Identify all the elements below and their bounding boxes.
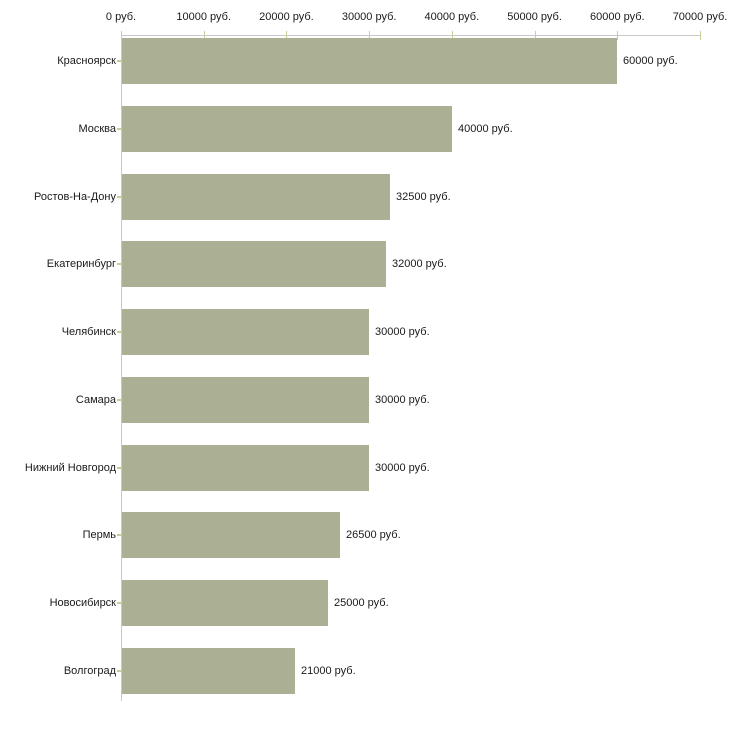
x-axis-tick-label: 40000 руб. xyxy=(424,11,480,23)
x-axis-tick-label: 50000 руб. xyxy=(507,11,562,23)
x-axis-tick xyxy=(369,31,371,40)
category-axis-tick xyxy=(117,60,121,62)
category-label: Челябинск xyxy=(61,326,116,338)
x-axis-tick xyxy=(286,31,288,40)
value-label: 32000 руб. xyxy=(392,258,447,271)
category-axis-tick xyxy=(117,534,121,537)
category-axis-tick xyxy=(117,331,121,333)
bar xyxy=(122,647,295,694)
category-label: Ростов-На-Дону xyxy=(33,190,116,203)
x-axis-tick xyxy=(121,31,122,40)
x-axis-tick-label: 10000 руб. xyxy=(176,11,232,23)
value-label: 30000 руб. xyxy=(375,393,430,406)
bar xyxy=(122,38,617,84)
category-label: Волгоград xyxy=(63,664,116,677)
bar xyxy=(122,173,390,220)
category-label: Москва xyxy=(78,122,116,135)
value-label: 40000 руб. xyxy=(458,122,513,135)
category-axis-tick xyxy=(117,127,121,130)
category-axis-tick xyxy=(117,602,121,604)
bar xyxy=(122,444,369,491)
value-label: 21000 руб. xyxy=(301,664,356,677)
value-axis-line xyxy=(121,35,701,36)
x-axis-tick-label: 0 руб. xyxy=(105,11,137,23)
category-axis-tick xyxy=(117,263,121,266)
bar xyxy=(122,241,386,288)
category-label: Красноярск xyxy=(57,55,116,67)
x-axis-tick-label: 30000 руб. xyxy=(341,11,397,23)
category-axis-tick xyxy=(117,398,121,401)
x-axis-tick-label: 60000 руб. xyxy=(589,11,645,23)
category-axis-tick xyxy=(117,669,121,672)
value-label: 25000 руб. xyxy=(334,597,389,609)
category-axis-tick xyxy=(117,466,121,469)
category-label: Новосибирск xyxy=(49,597,116,609)
category-label: Пермь xyxy=(82,529,116,542)
x-axis-tick xyxy=(203,31,205,40)
x-axis-tick xyxy=(700,31,701,40)
x-axis-tick xyxy=(617,31,619,40)
x-axis-tick-label: 70000 руб. xyxy=(672,11,728,23)
bar xyxy=(122,105,452,152)
x-axis-tick xyxy=(534,31,536,40)
bar xyxy=(122,376,369,423)
value-label: 30000 руб. xyxy=(375,461,430,474)
value-label: 30000 руб. xyxy=(375,326,430,338)
value-label: 32500 руб. xyxy=(396,190,451,203)
value-label: 26500 руб. xyxy=(346,529,401,542)
category-axis-tick xyxy=(117,195,121,198)
category-label: Екатеринбург xyxy=(46,258,116,271)
x-axis-tick-label: 20000 руб. xyxy=(259,11,314,23)
bar xyxy=(122,580,328,626)
bar xyxy=(122,309,369,355)
value-label: 60000 руб. xyxy=(623,55,678,67)
category-axis-line xyxy=(121,35,122,701)
bar xyxy=(122,512,340,559)
x-axis-tick xyxy=(451,31,453,40)
category-label: Нижний Новгород xyxy=(24,461,116,474)
category-label: Самара xyxy=(75,393,116,406)
